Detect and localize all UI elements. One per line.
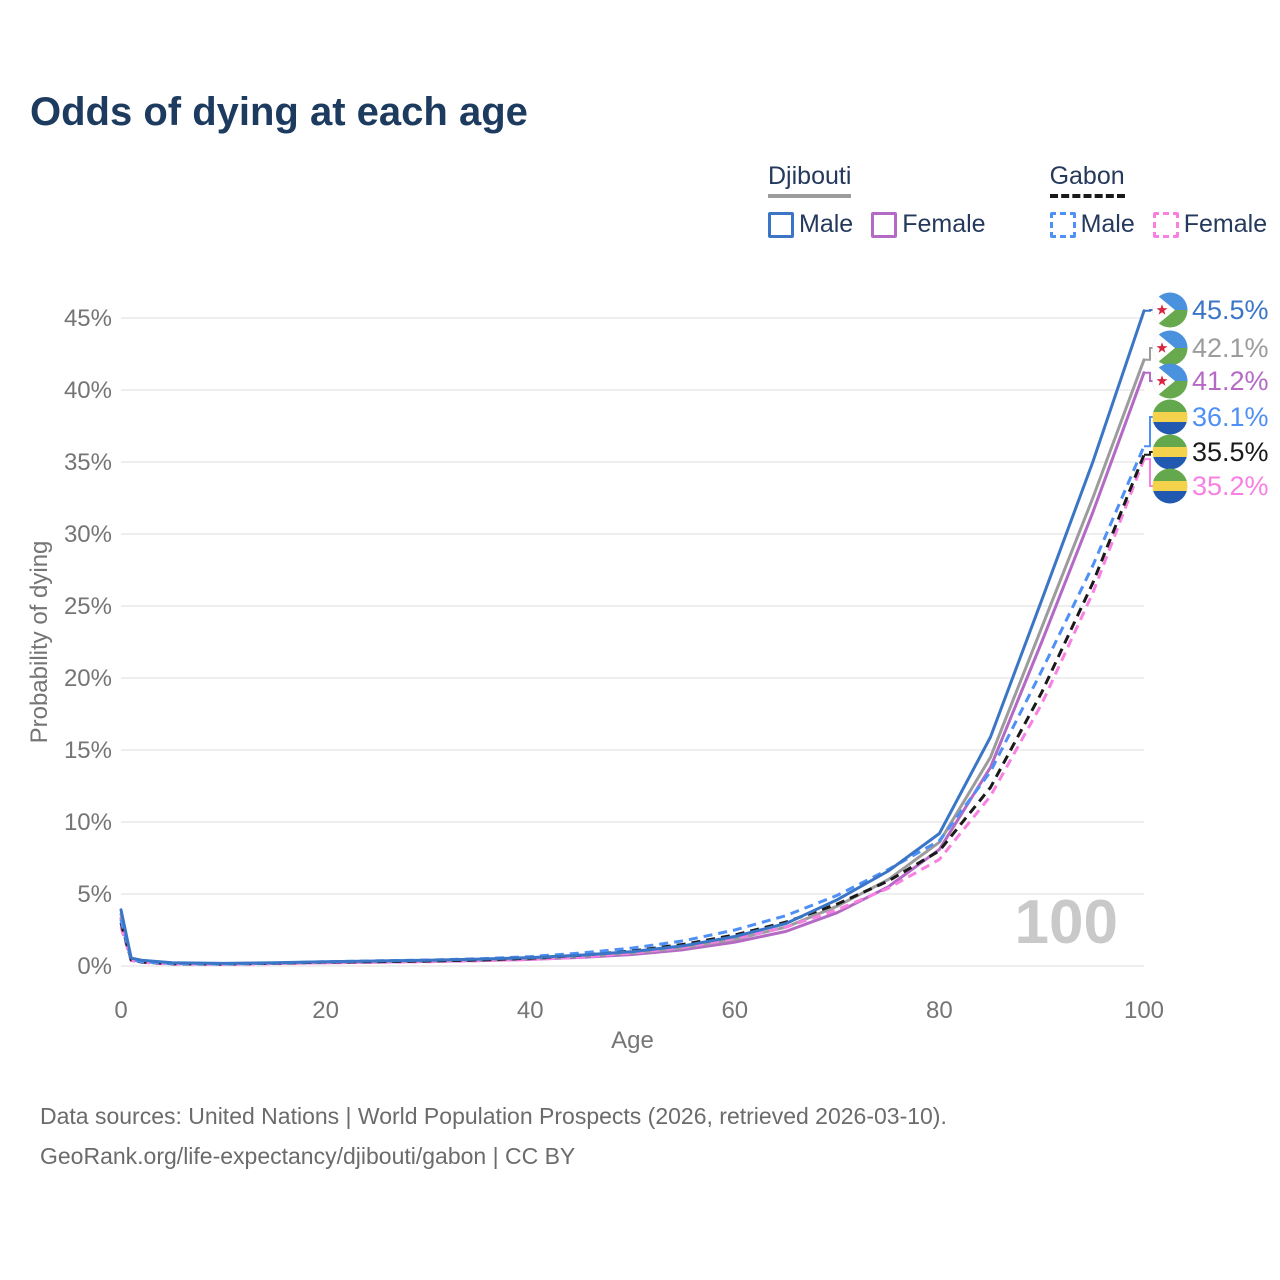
legend-item-gabon-male[interactable]: Male xyxy=(1049,210,1135,239)
footer: Data sources: United Nations | World Pop… xyxy=(40,1096,1240,1176)
label-leader-line xyxy=(1144,347,1154,361)
y-tick-label: 35% xyxy=(64,449,112,476)
x-tick-label: 100 xyxy=(1124,997,1164,1024)
x-tick-label: 60 xyxy=(721,997,748,1024)
end-value-label-djibouti-female: 41.2% xyxy=(1192,366,1269,396)
legend-item-gabon-female[interactable]: Female xyxy=(1152,210,1268,239)
mortality-chart: 0% 5% 10% 15% 20% 25% 30% 35% 40% 45% 0 20 40 60 80 100… xyxy=(26,292,1269,1054)
x-axis-label: Age xyxy=(611,1027,654,1054)
label-leader-line xyxy=(1144,451,1154,456)
age-watermark: 100 xyxy=(1015,888,1118,957)
data-source-line: Data sources: United Nations | World Pop… xyxy=(40,1103,947,1129)
attribution-line: GeoRank.org/life-expectancy/djibouti/gab… xyxy=(40,1143,576,1169)
x-tick-label: 0 xyxy=(114,997,127,1024)
y-tick-label: 30% xyxy=(64,521,112,548)
legend-group-gabon: Gabon Male Female xyxy=(1049,162,1268,239)
y-tick-label: 10% xyxy=(64,809,112,836)
legend-group-djibouti: Djibouti Male Female xyxy=(768,162,986,239)
legend-item-label: Male xyxy=(1080,210,1135,238)
legend-item-djibouti-male[interactable]: Male xyxy=(768,210,853,239)
legend-item-label: Female xyxy=(1183,210,1268,238)
y-tick-label: 0% xyxy=(77,953,112,980)
dashed-swatch-icon[interactable] xyxy=(1152,211,1179,238)
y-tick-label: 20% xyxy=(64,665,112,692)
x-tick-label: 20 xyxy=(312,997,339,1024)
end-value-label-djibouti-both-sexes: 42.1% xyxy=(1192,333,1269,363)
gabon-flag-icon xyxy=(1152,434,1188,470)
end-value-label-gabon-female: 35.2% xyxy=(1192,471,1269,501)
x-tick-label: 80 xyxy=(926,997,953,1024)
y-axis-label: Probability of dying xyxy=(26,541,53,744)
legend-country-djibouti[interactable]: Djibouti xyxy=(768,162,852,198)
legend-item-label: Female xyxy=(902,210,986,238)
solid-swatch-icon[interactable] xyxy=(768,211,794,238)
y-tick-label: 5% xyxy=(77,881,112,908)
y-tick-label: 45% xyxy=(64,305,112,332)
gabon-flag-icon xyxy=(1152,399,1188,435)
legend-item-djibouti-female[interactable]: Female xyxy=(871,210,986,239)
series-line-gabon-both-sexes xyxy=(119,454,1146,966)
label-leader-line xyxy=(1144,309,1154,312)
gabon-flag-icon xyxy=(1152,468,1188,504)
djibouti-flag-icon xyxy=(1152,330,1188,366)
chart-legend: Djibouti Male Female Gabon Male Female xyxy=(768,162,1267,239)
y-tick-label: 40% xyxy=(64,377,112,404)
series-line-djibouti-male xyxy=(119,309,1146,965)
end-value-label-djibouti-male: 45.5% xyxy=(1192,295,1269,325)
legend-country-gabon[interactable]: Gabon xyxy=(1049,162,1125,198)
x-tick-label: 40 xyxy=(517,997,544,1024)
end-value-label-gabon-both-sexes: 35.5% xyxy=(1192,437,1269,467)
series-line-djibouti-both-sexes xyxy=(119,358,1146,966)
dashed-swatch-icon[interactable] xyxy=(1049,211,1076,238)
label-leader-line xyxy=(1144,416,1154,448)
series-line-gabon-female xyxy=(119,458,1146,966)
djibouti-flag-icon xyxy=(1152,363,1188,399)
y-tick-label: 15% xyxy=(64,737,112,764)
series-line-gabon-male xyxy=(119,445,1146,966)
legend-item-label: Male xyxy=(799,210,854,238)
end-value-label-gabon-male: 36.1% xyxy=(1192,402,1269,432)
page-title: Odds of dying at each age xyxy=(30,90,528,134)
label-leader-line xyxy=(1144,458,1154,487)
solid-swatch-icon[interactable] xyxy=(871,211,898,238)
label-leader-line xyxy=(1144,371,1154,382)
y-tick-label: 25% xyxy=(64,593,112,620)
djibouti-flag-icon xyxy=(1152,292,1188,328)
